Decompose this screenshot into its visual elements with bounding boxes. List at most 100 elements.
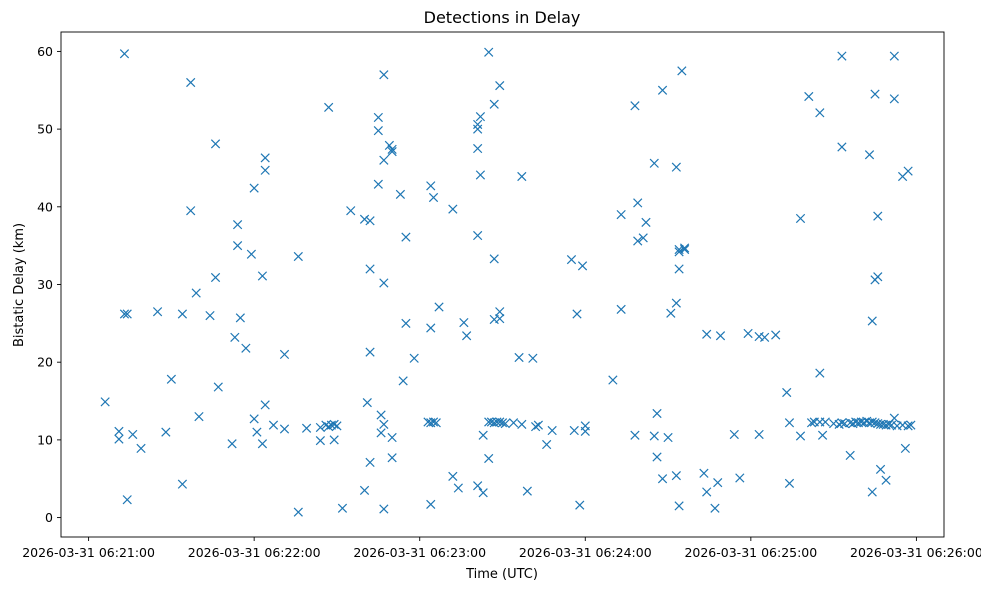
data-point [395,189,406,200]
data-point [128,429,138,440]
data-point [889,413,899,423]
data-point [293,251,303,262]
data-point [260,165,270,175]
data-point [630,101,640,111]
data-point [376,428,386,438]
x-axis-label: Time (UTC) [465,567,538,582]
data-point [804,91,814,102]
data-point [837,51,847,61]
data-point [867,417,877,427]
data-point [387,432,397,443]
data-point [743,328,753,339]
data-point [122,495,132,505]
data-point [817,430,828,440]
data-point [864,150,875,160]
data-point [448,471,458,482]
data-point [426,323,436,333]
data-point [346,206,356,216]
data-point [315,422,326,433]
data-point [337,503,348,513]
data-point [136,443,146,454]
data-point [530,422,541,432]
data-point [782,387,792,398]
data-point [657,474,668,484]
data-point [495,417,505,427]
data-point [815,108,825,118]
data-point [889,51,899,61]
data-point [873,211,883,221]
data-point [517,419,527,429]
y-tick-label: 60 [37,44,53,59]
data-point [649,158,659,168]
data-point [495,307,505,317]
data-point [122,309,132,319]
data-point [249,414,259,424]
data-point [473,143,483,154]
data-point [478,430,488,440]
data-point [533,420,543,430]
data-point [114,426,124,436]
data-point [663,432,673,443]
data-point [431,418,441,428]
data-point [186,206,196,216]
data-point [837,418,847,428]
data-point [232,241,243,251]
data-point [671,470,681,481]
data-point [376,410,386,420]
data-point [210,139,221,149]
data-point [713,477,723,488]
data-point [260,153,270,163]
data-point [177,309,188,319]
data-point [542,439,552,450]
data-point [514,352,524,363]
data-point [119,309,130,319]
data-point [649,431,659,441]
data-point [365,457,375,468]
data-point [489,99,499,109]
data-point [652,452,662,462]
x-tick-label: 2026-03-31 06:21:00 [22,545,155,560]
data-point [903,421,913,431]
data-point [332,421,342,431]
data-point [795,213,806,224]
data-point [177,479,188,489]
data-point [301,423,312,433]
data-point [293,507,303,517]
data-point [870,89,880,99]
data-point [508,418,519,428]
data-point [241,343,251,353]
data-point [315,436,326,446]
data-point [426,181,436,191]
data-point [398,376,408,386]
y-tick-label: 50 [37,122,53,137]
data-point [473,119,483,130]
data-point [674,501,684,511]
data-point [252,427,262,437]
data-point [528,353,538,363]
x-tick-label: 2026-03-31 06:24:00 [519,545,652,560]
data-point [152,307,163,317]
data-point [473,230,483,241]
data-point [547,425,557,436]
data-point [260,400,270,410]
data-point [674,264,684,274]
data-point [365,264,375,274]
data-point [569,425,579,436]
data-point [365,347,375,357]
data-point [235,313,245,323]
data-point [384,140,394,151]
data-point [820,417,830,427]
data-point [495,314,505,324]
data-point [359,485,370,496]
data-point [257,439,268,449]
data-point [246,249,257,259]
data-point [575,500,585,510]
data-point [453,483,463,493]
data-point [616,209,626,220]
x-tick-label: 2026-03-31 06:26:00 [850,545,981,560]
data-point [473,481,483,491]
data-point [500,418,510,429]
data-point [873,272,883,282]
data-point [867,487,877,497]
